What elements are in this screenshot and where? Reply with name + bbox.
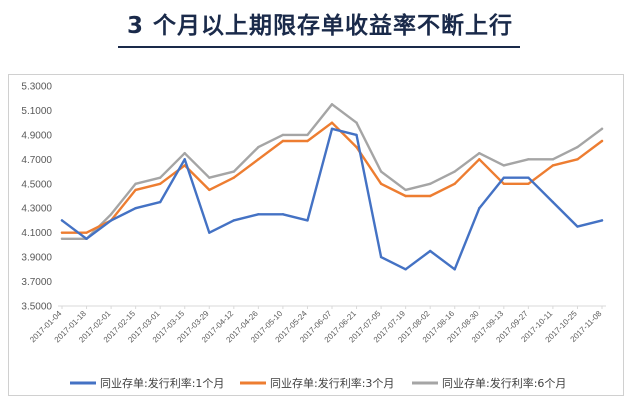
- data-point: [281, 139, 285, 143]
- title-underline: [118, 46, 520, 48]
- data-point: [355, 145, 358, 149]
- data-point: [428, 249, 432, 253]
- y-tick-label: 3.9000: [21, 253, 52, 264]
- data-point: [281, 213, 285, 216]
- data-point: [330, 121, 334, 124]
- data-point: [306, 133, 309, 137]
- y-tick-label: 4.1000: [21, 228, 52, 239]
- data-point: [502, 176, 506, 179]
- data-point: [379, 170, 383, 173]
- data-point: [158, 176, 162, 179]
- data-point: [134, 188, 137, 192]
- data-point: [306, 219, 309, 222]
- data-point: [60, 231, 64, 234]
- y-tick-label: 3.5000: [21, 302, 52, 313]
- y-tick-label: 4.5000: [21, 179, 52, 190]
- data-point: [60, 237, 64, 240]
- data-point: [527, 158, 530, 161]
- y-tick-label: 4.9000: [21, 130, 52, 141]
- y-tick-label: 4.3000: [21, 204, 52, 215]
- data-point: [257, 158, 260, 161]
- data-point: [527, 176, 530, 179]
- data-point: [428, 182, 432, 185]
- data-point: [478, 158, 481, 161]
- data-point: [330, 127, 334, 130]
- data-point: [208, 188, 211, 192]
- data-point: [453, 182, 456, 185]
- data-point: [158, 200, 162, 204]
- legend-label: 同业存单:发行利率:6个月: [442, 376, 566, 390]
- data-point: [502, 164, 506, 167]
- y-tick-label: 5.3000: [21, 82, 52, 93]
- data-point: [453, 268, 456, 271]
- data-point: [551, 158, 555, 161]
- data-point: [158, 182, 162, 185]
- y-tick-label: 3.7000: [21, 277, 52, 288]
- series-line-1: [60, 127, 604, 271]
- data-point: [404, 188, 407, 192]
- data-point: [85, 231, 88, 234]
- data-point: [208, 231, 211, 234]
- data-point: [576, 145, 579, 149]
- data-point: [576, 158, 579, 161]
- data-point: [232, 176, 236, 179]
- chart-title: 3 个月以上期限存单收益率不断上行: [126, 13, 513, 39]
- data-point: [355, 121, 358, 124]
- data-point: [306, 139, 309, 143]
- data-point: [281, 133, 285, 137]
- data-point: [134, 182, 137, 185]
- data-point: [600, 127, 604, 130]
- data-point: [551, 200, 555, 204]
- data-point: [600, 219, 604, 222]
- legend-label: 同业存单:发行利率:1个月: [100, 376, 224, 390]
- data-point: [453, 170, 456, 173]
- data-point: [576, 225, 579, 228]
- data-point: [183, 152, 186, 155]
- data-point: [379, 255, 383, 259]
- data-point: [257, 145, 260, 149]
- y-tick-label: 4.7000: [21, 155, 52, 166]
- data-point: [527, 182, 530, 185]
- data-point: [404, 268, 407, 271]
- data-point: [355, 133, 358, 137]
- data-point: [478, 152, 481, 155]
- data-point: [232, 219, 236, 222]
- data-point: [134, 207, 137, 210]
- data-point: [109, 219, 113, 222]
- data-point: [60, 219, 64, 222]
- data-point: [330, 103, 334, 106]
- data-point: [428, 194, 432, 198]
- chart-frame: [8, 74, 624, 396]
- data-point: [232, 170, 236, 173]
- data-point: [551, 164, 555, 167]
- series-line-3: [60, 103, 604, 241]
- data-point: [208, 176, 211, 179]
- data-point: [600, 139, 604, 143]
- data-point: [478, 207, 481, 210]
- data-point: [404, 194, 407, 198]
- data-point: [257, 213, 260, 216]
- data-point: [85, 237, 88, 240]
- data-point: [183, 158, 186, 161]
- data-point: [379, 182, 383, 185]
- data-point: [502, 182, 506, 185]
- y-tick-label: 5.1000: [21, 106, 52, 117]
- data-point: [109, 213, 113, 216]
- legend-label: 同业存单:发行利率:3个月: [270, 376, 394, 390]
